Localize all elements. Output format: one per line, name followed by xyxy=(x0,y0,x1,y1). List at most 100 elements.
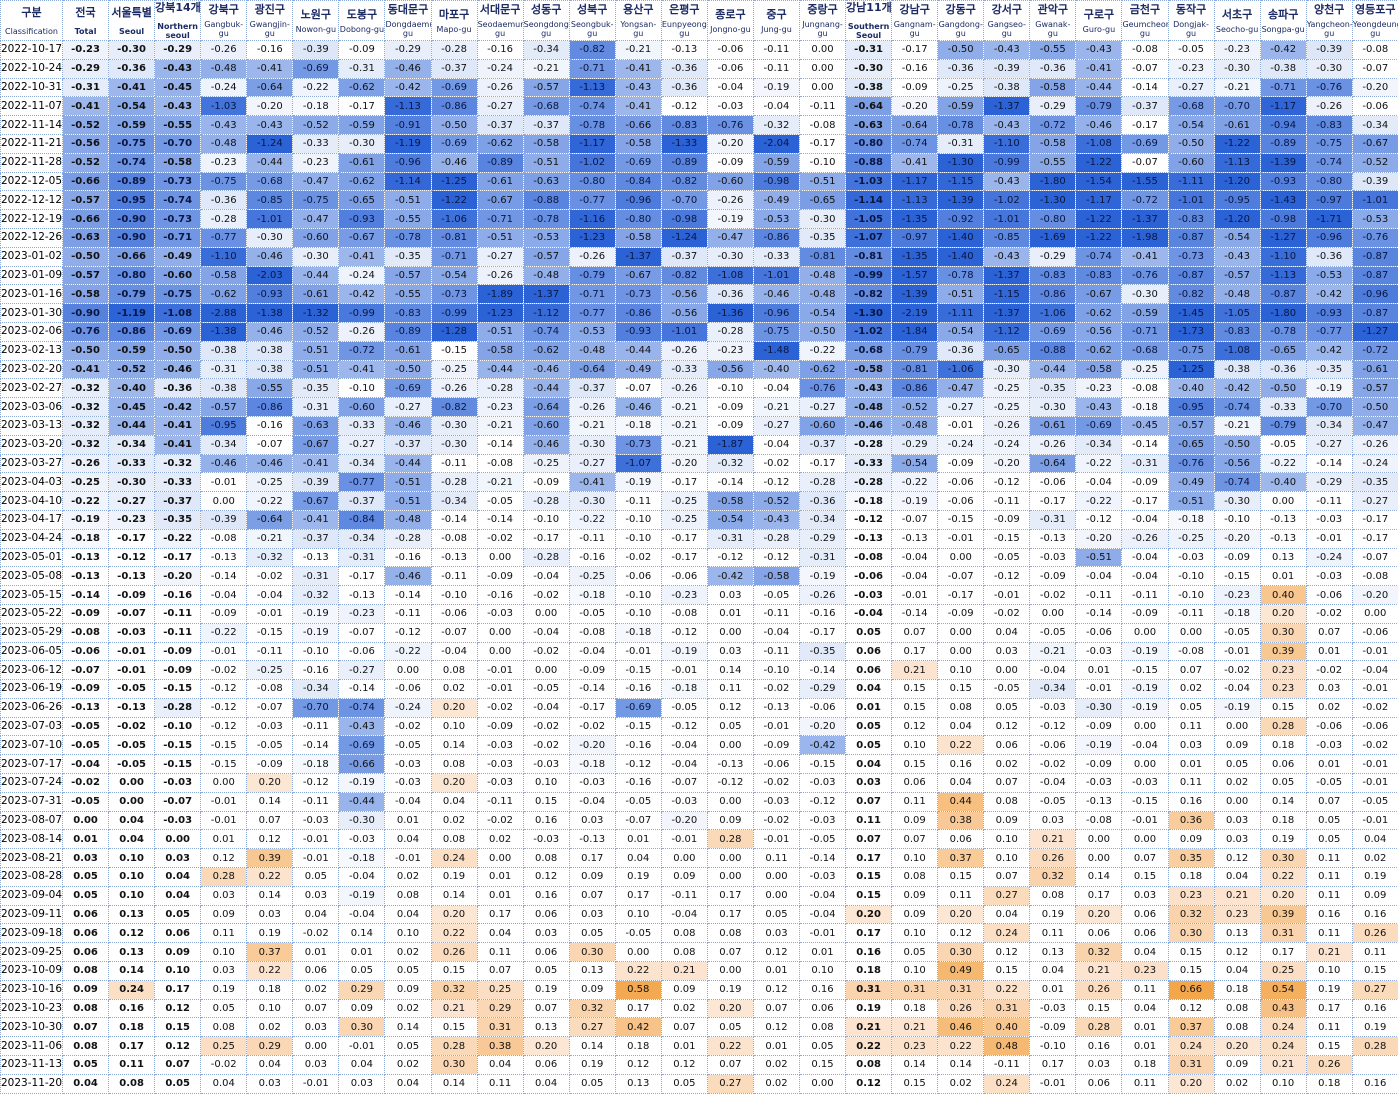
heatmap-cell: -0.39 xyxy=(984,59,1030,78)
column-header: 금천구Geumcheon-gu xyxy=(1122,1,1168,41)
heatmap-cell: 0.17 xyxy=(846,849,892,868)
heatmap-cell: 0.21 xyxy=(1214,886,1260,905)
heatmap-cell: -0.31 xyxy=(846,41,892,60)
heatmap-cell: 0.02 xyxy=(385,1056,431,1075)
heatmap-cell: -0.30 xyxy=(339,134,385,153)
row-date: 2022-11-21 xyxy=(1,134,63,153)
heatmap-cell: -0.70 xyxy=(1214,97,1260,116)
heatmap-cell: -0.39 xyxy=(1352,172,1398,191)
heatmap-cell: -0.01 xyxy=(1306,529,1352,548)
heatmap-cell: -0.04 xyxy=(569,792,615,811)
heatmap-cell: 0.14 xyxy=(385,1018,431,1037)
heatmap-cell: -1.54 xyxy=(1076,172,1122,191)
heatmap-cell: 0.23 xyxy=(1260,680,1306,699)
heatmap-cell: -0.41 xyxy=(63,360,109,379)
heatmap-cell: -0.26 xyxy=(984,416,1030,435)
heatmap-cell: -0.71 xyxy=(155,228,201,247)
heatmap-cell: -0.04 xyxy=(523,623,569,642)
heatmap-cell: -0.09 xyxy=(1030,1018,1076,1037)
heatmap-cell: -0.10 xyxy=(339,379,385,398)
heatmap-cell: -1.02 xyxy=(984,191,1030,210)
heatmap-cell: -0.05 xyxy=(1030,792,1076,811)
heatmap-cell: -0.03 xyxy=(477,736,523,755)
heatmap-cell: -0.34 xyxy=(523,41,569,60)
heatmap-cell: 0.25 xyxy=(477,980,523,999)
heatmap-cell: 0.13 xyxy=(615,1074,661,1093)
heatmap-cell: 0.01 xyxy=(753,1037,799,1056)
heatmap-cell: -0.01 xyxy=(109,661,155,680)
heatmap-cell: -0.05 xyxy=(63,717,109,736)
heatmap-cell: -0.31 xyxy=(800,548,846,567)
heatmap-cell: -0.80 xyxy=(569,172,615,191)
heatmap-cell: 0.20 xyxy=(431,774,477,793)
heatmap-cell: 0.22 xyxy=(938,1037,984,1056)
heatmap-cell: 0.00 xyxy=(707,623,753,642)
heatmap-cell: -0.19 xyxy=(661,642,707,661)
row-date: 2023-06-12 xyxy=(1,661,63,680)
heatmap-cell: -0.30 xyxy=(431,416,477,435)
heatmap-cell: -0.08 xyxy=(1076,811,1122,830)
row-date: 2022-12-05 xyxy=(1,172,63,191)
column-header-en: Yongsan-gu xyxy=(616,20,661,38)
heatmap-cell: -0.05 xyxy=(109,755,155,774)
heatmap-cell: -0.94 xyxy=(1260,116,1306,135)
heatmap-cell: -1.01 xyxy=(661,322,707,341)
heatmap-cell: 0.21 xyxy=(892,1018,938,1037)
heatmap-cell: -0.41 xyxy=(339,360,385,379)
row-date: 2023-05-01 xyxy=(1,548,63,567)
table-row: 2023-07-03-0.05-0.02-0.10-0.12-0.03-0.11… xyxy=(1,717,1398,736)
heatmap-cell: -0.57 xyxy=(523,78,569,97)
heatmap-cell: 0.07 xyxy=(569,886,615,905)
heatmap-cell: 0.19 xyxy=(1306,980,1352,999)
heatmap-cell: -0.05 xyxy=(247,736,293,755)
heatmap-cell: 0.08 xyxy=(109,1074,155,1093)
heatmap-cell: -0.09 xyxy=(155,642,201,661)
heatmap-cell: -0.51 xyxy=(1076,548,1122,567)
heatmap-cell: 0.00 xyxy=(109,792,155,811)
row-date: 2023-07-03 xyxy=(1,717,63,736)
column-header-en: Total xyxy=(63,27,108,36)
heatmap-cell: -0.26 xyxy=(431,379,477,398)
heatmap-cell: 0.28 xyxy=(707,830,753,849)
heatmap-cell: -0.19 xyxy=(800,567,846,586)
heatmap-cell: -0.02 xyxy=(753,454,799,473)
heatmap-cell: -0.31 xyxy=(293,567,339,586)
heatmap-cell: -0.41 xyxy=(63,97,109,116)
heatmap-cell: -0.13 xyxy=(569,830,615,849)
heatmap-cell: -0.13 xyxy=(1076,792,1122,811)
heatmap-cell: -0.74 xyxy=(109,153,155,172)
heatmap-cell: -1.24 xyxy=(661,228,707,247)
heatmap-cell: -0.13 xyxy=(661,41,707,60)
row-date: 2023-11-20 xyxy=(1,1074,63,1093)
heatmap-cell: -0.38 xyxy=(247,341,293,360)
heatmap-cell: -0.41 xyxy=(892,153,938,172)
heatmap-cell: -0.19 xyxy=(1076,736,1122,755)
heatmap-cell: -1.22 xyxy=(1214,134,1260,153)
heatmap-cell: 0.05 xyxy=(569,924,615,943)
heatmap-cell: -0.80 xyxy=(109,266,155,285)
heatmap-cell: -0.04 xyxy=(339,905,385,924)
heatmap-cell: 0.22 xyxy=(247,868,293,887)
heatmap-cell: -0.46 xyxy=(247,322,293,341)
heatmap-cell: -0.45 xyxy=(155,78,201,97)
heatmap-cell: -0.93 xyxy=(247,285,293,304)
heatmap-cell: -0.37 xyxy=(339,492,385,511)
heatmap-cell: -0.09 xyxy=(247,755,293,774)
heatmap-cell: -0.30 xyxy=(569,492,615,511)
table-row: 2022-10-24-0.29-0.36-0.43-0.48-0.41-0.69… xyxy=(1,59,1398,78)
heatmap-cell: -0.30 xyxy=(1306,59,1352,78)
column-header-kr: 강남구 xyxy=(892,3,937,16)
heatmap-cell: 0.05 xyxy=(661,1074,707,1093)
heatmap-cell: 0.26 xyxy=(431,943,477,962)
heatmap-cell: -0.75 xyxy=(753,322,799,341)
heatmap-cell: -0.14 xyxy=(339,680,385,699)
heatmap-cell: -0.99 xyxy=(846,266,892,285)
heatmap-cell: 0.06 xyxy=(846,661,892,680)
column-header-en: Yeongdeungpo-gu xyxy=(1353,20,1398,38)
table-row: 2023-03-13-0.32-0.44-0.41-0.95-0.16-0.63… xyxy=(1,416,1398,435)
heatmap-cell: -0.46 xyxy=(385,567,431,586)
